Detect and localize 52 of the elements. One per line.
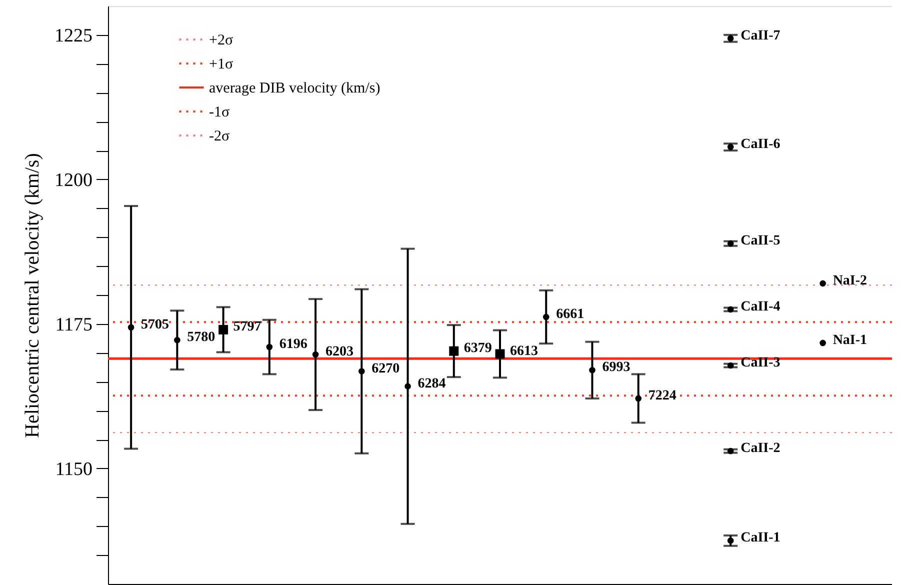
y-tick-label: 1150 [55, 458, 92, 480]
legend-label: -1σ [209, 104, 230, 120]
series-label: CaII-3 [740, 356, 780, 371]
series-label: CaII-7 [740, 28, 780, 44]
point [174, 336, 180, 344]
series-label: CaII-4 [740, 299, 780, 314]
series-label: CaII-5 [740, 234, 780, 249]
series-label: 6613 [510, 344, 538, 359]
series-label: 6379 [464, 341, 492, 356]
point [727, 362, 734, 369]
point [542, 314, 550, 320]
series-label: CaII-1 [740, 530, 780, 546]
series-label: CaII-2 [740, 441, 780, 456]
y-axis-title: Heliocentric central velocity (km/s) [22, 153, 44, 438]
point [820, 340, 826, 346]
point [128, 324, 134, 331]
point [727, 448, 734, 454]
series-label: 6284 [418, 376, 446, 392]
series-label: NaI-1 [832, 332, 868, 348]
point [266, 344, 273, 350]
series-label: 6993 [602, 360, 630, 376]
legend-label: -2σ [209, 128, 230, 144]
point [727, 537, 734, 544]
y-tick-label: 1225 [54, 25, 92, 46]
series-label: CaII-6 [740, 137, 780, 152]
point [727, 306, 734, 313]
point [449, 346, 459, 356]
series-label: 5780 [187, 330, 216, 346]
series-label: 7224 [648, 388, 676, 404]
series-label: 5797 [233, 320, 262, 335]
series-label: 6203 [326, 344, 354, 360]
point [635, 395, 642, 402]
point [312, 351, 319, 358]
legend-label: average DIB velocity (km/s) [209, 80, 380, 96]
point [404, 383, 411, 390]
point [358, 368, 365, 374]
point [820, 280, 826, 287]
series-label: 6270 [372, 361, 400, 376]
point [218, 324, 228, 334]
point [727, 35, 734, 42]
point [727, 144, 734, 150]
y-tick-label: 1200 [54, 170, 92, 191]
point [589, 366, 596, 374]
series-label: 6661 [556, 306, 584, 322]
point [727, 240, 734, 247]
series-label: NaI-2 [832, 273, 868, 288]
legend-label: +1σ [209, 56, 234, 72]
series-label: 6196 [279, 337, 308, 352]
point [495, 349, 505, 359]
y-tick-label: 1175 [55, 314, 92, 336]
legend-label: +2σ [209, 32, 234, 48]
series-label: 5705 [141, 317, 170, 332]
